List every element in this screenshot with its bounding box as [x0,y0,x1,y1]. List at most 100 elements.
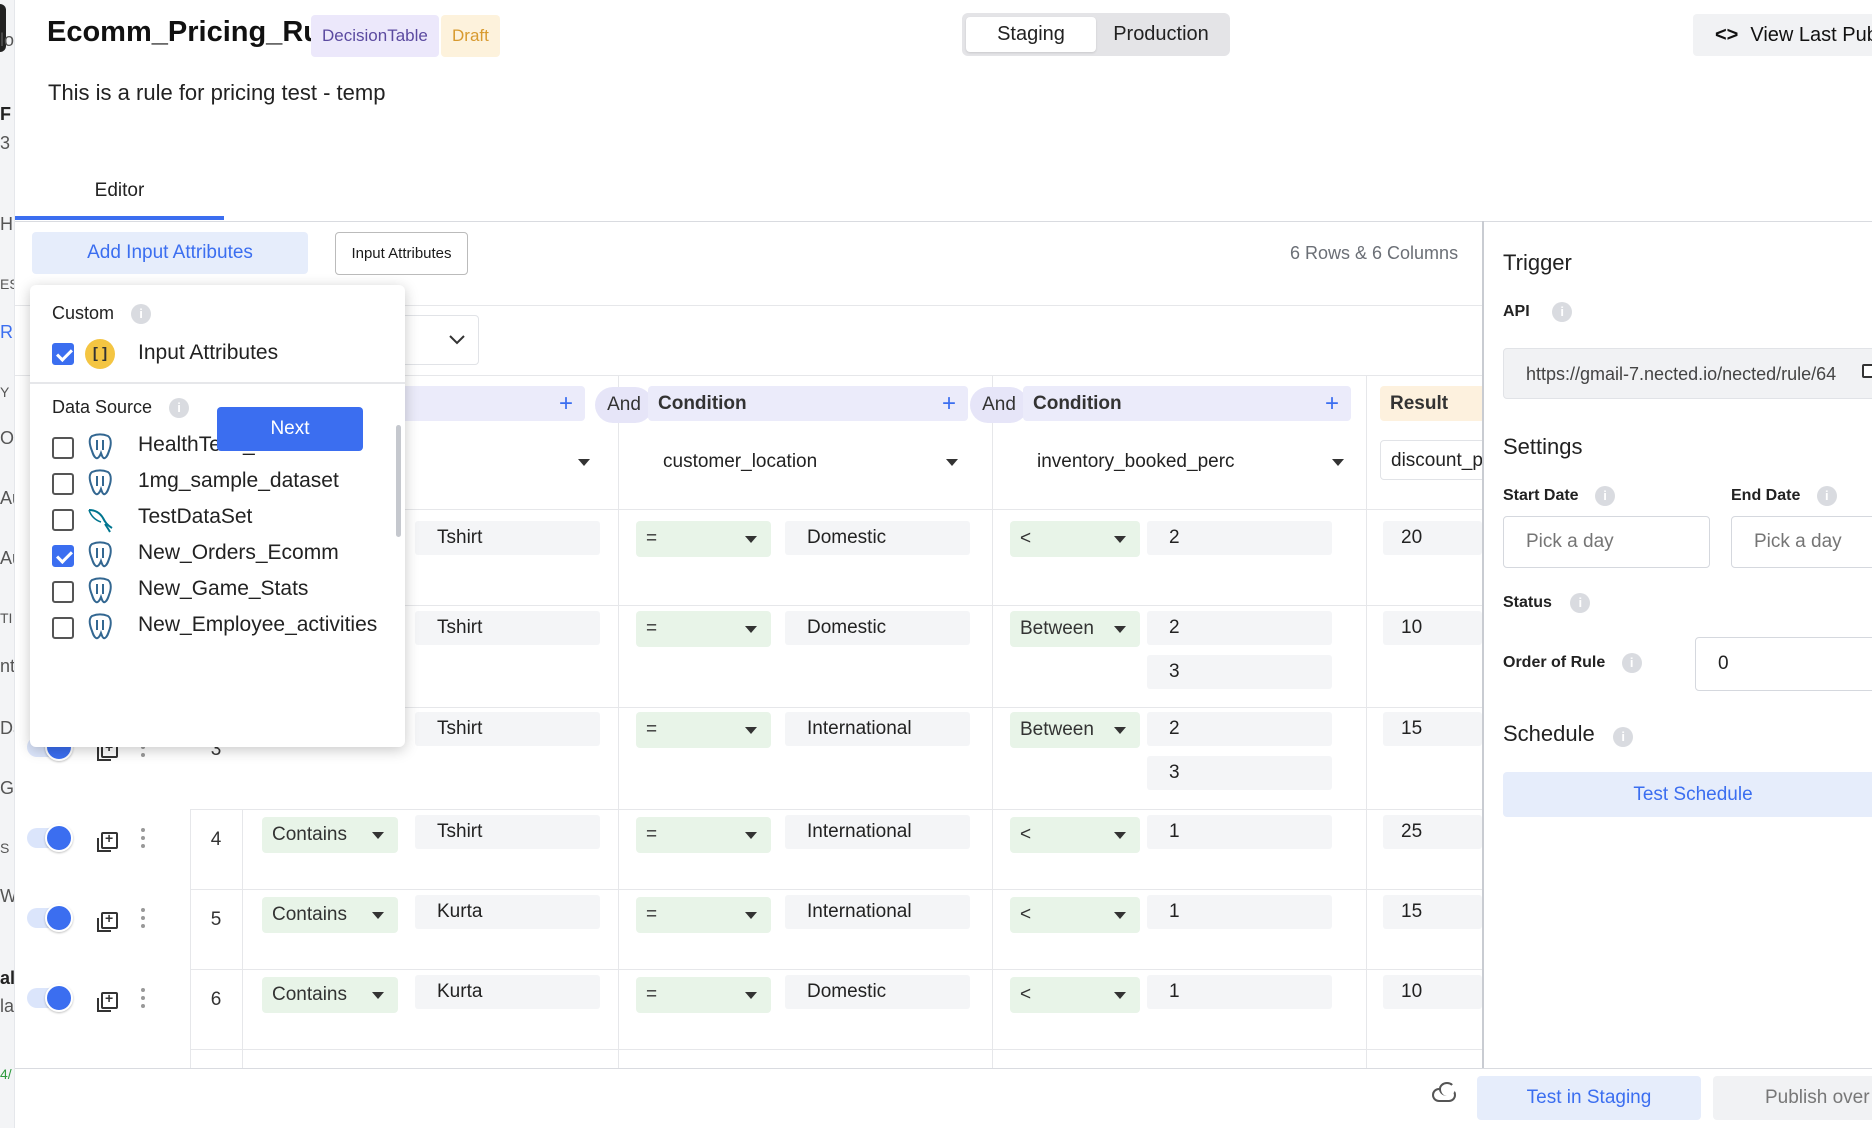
data-source-option[interactable]: New_Employee_activities [138,613,378,636]
operator-select[interactable]: = [636,817,771,853]
data-source-checkbox[interactable] [52,473,74,495]
add-condition-icon[interactable]: + [941,390,956,417]
attribute-selector[interactable]: customer_location [653,442,968,482]
test-schedule-button[interactable]: Test Schedule [1503,772,1872,817]
data-source-option[interactable]: New_Orders_Ecomm [138,541,339,564]
operator-select[interactable]: < [1010,897,1140,933]
add-condition-icon[interactable]: + [1324,390,1339,417]
env-option-staging[interactable]: Staging [966,17,1096,52]
sidebar-fragment[interactable]: Da [0,718,14,738]
cell-value[interactable]: Tshirt [415,815,600,849]
api-url-field[interactable]: https://gmail-7.nected.io/nected/rule/64 [1503,348,1872,399]
cell-value[interactable]: Tshirt [415,712,600,746]
operator-select[interactable]: < [1010,817,1140,853]
result-value[interactable]: 15 [1383,895,1482,929]
cell-value[interactable]: 2 [1147,712,1332,746]
cell-value[interactable]: 2 [1147,521,1332,555]
cell-value[interactable]: Domestic [785,521,970,555]
data-source-option[interactable]: TestDataSet [138,505,253,528]
add-input-attributes-button[interactable]: Add Input Attributes [32,232,308,274]
operator-select[interactable]: Between [1010,712,1140,748]
data-source-checkbox[interactable] [52,581,74,603]
operator-select[interactable]: Between [1010,611,1140,647]
input-attributes-button[interactable]: Input Attributes [335,232,468,275]
env-option-production[interactable]: Production [1113,23,1209,45]
operator-select[interactable]: Contains [262,817,398,853]
cell-value[interactable]: Tshirt [415,521,600,555]
order-of-rule-input[interactable] [1695,637,1872,691]
row-menu-icon[interactable] [141,908,145,932]
operator-select[interactable]: = [636,897,771,933]
info-icon[interactable]: i [1595,486,1616,506]
cell-value[interactable]: Domestic [785,975,970,1009]
duplicate-row-icon[interactable] [97,990,118,1012]
cell-value[interactable]: Domestic [785,611,970,645]
sidebar-fragment[interactable]: H [0,214,13,234]
operator-select[interactable]: Contains [262,897,398,933]
cell-value[interactable]: 1 [1147,895,1332,929]
sidebar-fragment[interactable]: nt [0,656,15,676]
end-date-input[interactable] [1731,516,1872,568]
row-menu-icon[interactable] [141,828,145,852]
test-in-staging-button[interactable]: Test in Staging [1477,1076,1701,1120]
result-value[interactable]: 15 [1383,712,1482,746]
duplicate-row-icon[interactable] [97,830,118,852]
cell-value[interactable]: International [785,895,970,929]
operator-select[interactable]: = [636,977,771,1013]
add-condition-icon[interactable]: + [558,390,573,417]
row-enable-switch[interactable] [27,984,73,1012]
cell-value[interactable]: 3 [1147,655,1332,689]
attribute-selector[interactable]: inventory_booked_perc [1027,442,1352,482]
row-menu-icon[interactable] [141,988,145,1012]
result-value[interactable]: 25 [1383,815,1482,849]
operator-select[interactable]: < [1010,521,1140,557]
sidebar-fragment[interactable]: W [0,886,14,907]
operator-select[interactable]: = [636,521,771,557]
data-source-checkbox[interactable] [52,617,74,639]
info-icon[interactable]: i [1613,726,1634,747]
cell-value[interactable]: Kurta [415,975,600,1009]
info-icon[interactable]: i [169,398,190,419]
result-value[interactable]: 10 [1383,611,1482,645]
publish-button[interactable]: Publish over [1713,1076,1872,1120]
cell-value[interactable]: 1 [1147,975,1332,1009]
row-enable-switch[interactable] [27,904,73,932]
operator-select[interactable]: < [1010,977,1140,1013]
view-last-published-button[interactable]: <> View Last Publi [1693,14,1872,56]
data-source-checkbox[interactable] [52,437,74,459]
info-icon[interactable]: i [1570,593,1591,613]
info-icon[interactable]: i [1621,653,1642,673]
tab-editor[interactable]: Editor [15,170,224,220]
start-date-input[interactable] [1503,516,1710,568]
info-icon[interactable]: i [131,304,152,325]
info-icon[interactable]: i [1816,486,1837,506]
input-attributes-checkbox[interactable] [52,343,74,365]
next-button[interactable]: Next [217,407,363,451]
result-value[interactable]: 20 [1383,521,1482,555]
data-source-option[interactable]: 1mg_sample_dataset [138,469,339,492]
data-source-checkbox[interactable] [52,509,74,531]
info-icon[interactable]: i [1552,302,1573,322]
copy-icon[interactable] [1860,364,1872,380]
attribute-selector[interactable] [395,442,600,482]
result-value[interactable]: 10 [1383,975,1482,1009]
input-attributes-option[interactable]: Input Attributes [138,341,279,364]
cell-value[interactable]: 1 [1147,815,1332,849]
sidebar-fragment[interactable]: Ru [0,322,14,342]
row-enable-switch[interactable] [27,824,73,852]
cell-value[interactable]: 2 [1147,611,1332,645]
first-column-selector[interactable] [392,315,479,365]
cell-value[interactable]: 3 [1147,756,1332,790]
operator-select[interactable]: = [636,611,771,647]
cell-value[interactable]: International [785,815,970,849]
sidebar-fragment[interactable]: Au [0,548,14,568]
cell-value[interactable]: Tshirt [415,611,600,645]
sidebar-fragment[interactable]: Gl [0,778,15,798]
dropdown-scrollbar[interactable] [396,425,401,537]
operator-select[interactable]: Contains [262,977,398,1013]
duplicate-row-icon[interactable] [97,910,118,932]
operator-select[interactable]: = [636,712,771,748]
result-attribute-selector[interactable]: discount_p [1380,440,1482,480]
cell-value[interactable]: International [785,712,970,746]
data-source-checkbox[interactable] [52,545,74,567]
